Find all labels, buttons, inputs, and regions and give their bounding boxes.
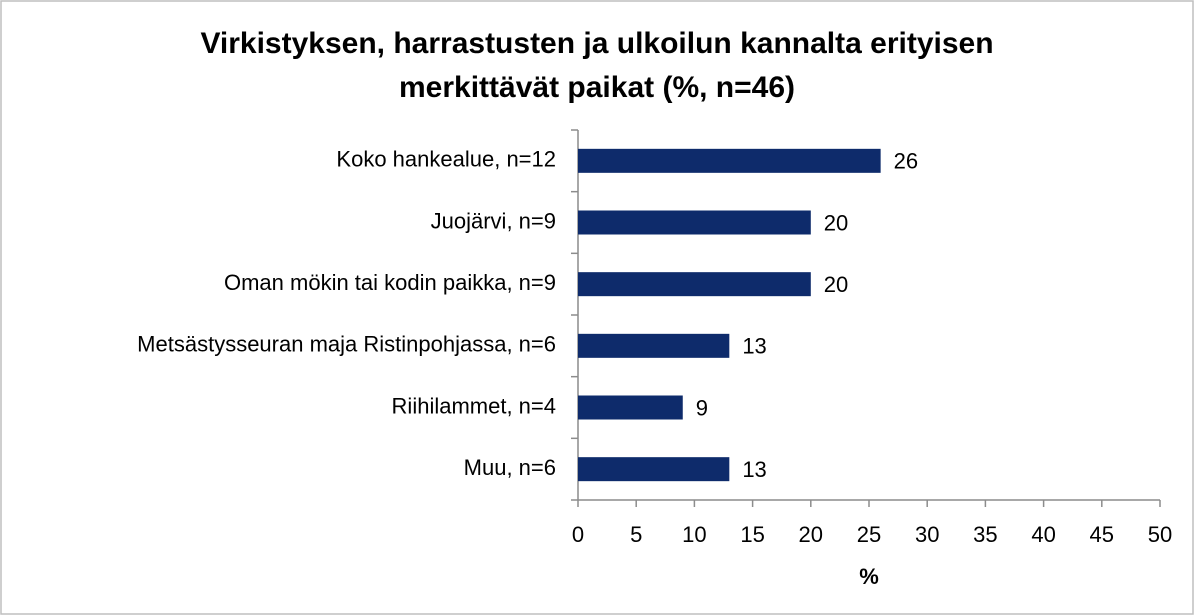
x-tick-label: 30 [915, 522, 939, 547]
bar [578, 395, 683, 420]
data-label: 20 [824, 272, 848, 297]
bar [578, 272, 811, 297]
x-tick-label: 40 [1031, 522, 1055, 547]
y-tick-label: Riihilammet, n=4 [392, 393, 556, 418]
data-label: 20 [824, 210, 848, 235]
x-tick-label: 0 [572, 522, 584, 547]
data-label: 9 [696, 395, 708, 420]
bar [578, 148, 881, 173]
y-tick-label: Metsästysseuran maja Ristinpohjassa, n=6 [137, 332, 556, 357]
x-tick-label: 35 [973, 522, 997, 547]
data-label: 26 [894, 149, 918, 174]
x-axis-label: % [859, 564, 879, 589]
x-tick-label: 20 [799, 522, 823, 547]
x-tick-label: 45 [1090, 522, 1114, 547]
y-tick-label: Koko hankealue, n=12 [336, 147, 556, 172]
bar [578, 210, 811, 235]
y-tick-label: Muu, n=6 [464, 455, 556, 480]
data-label: 13 [742, 334, 766, 359]
x-tick-label: 5 [630, 522, 642, 547]
y-tick-label: Juojärvi, n=9 [431, 208, 556, 233]
bar [578, 457, 730, 482]
x-tick-label: 10 [682, 522, 706, 547]
data-label: 13 [742, 457, 766, 482]
chart-title: Virkistyksen, harrastusten ja ulkoilun k… [200, 27, 994, 104]
x-tick-label: 50 [1148, 522, 1172, 547]
x-tick-label: 15 [740, 522, 764, 547]
y-tick-label: Oman mökin tai kodin paikka, n=9 [224, 270, 556, 295]
bar [578, 333, 730, 358]
x-tick-label: 25 [857, 522, 881, 547]
